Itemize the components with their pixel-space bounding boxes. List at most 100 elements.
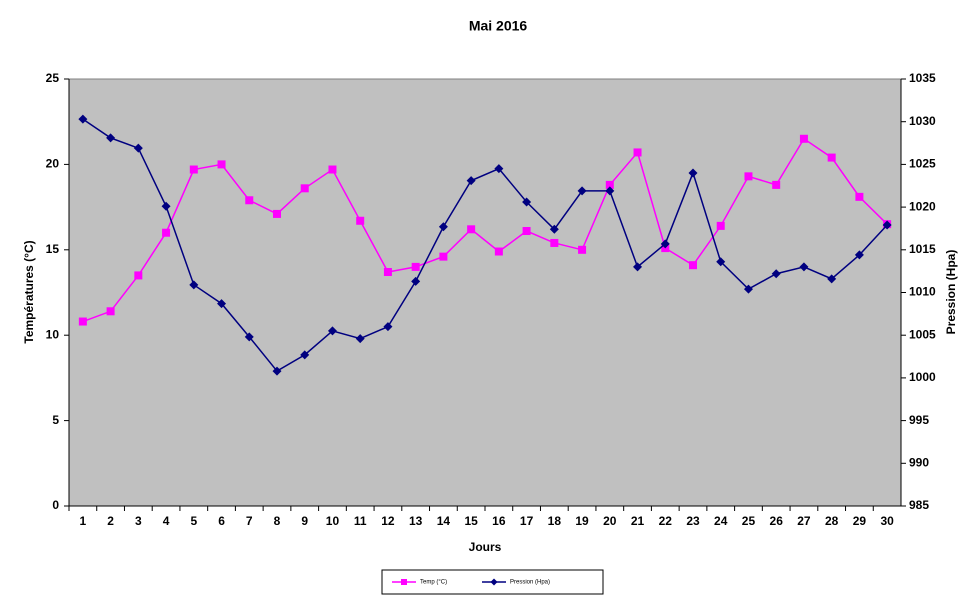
point	[272, 366, 282, 376]
y2-tick-label: 1030	[909, 114, 936, 128]
point	[300, 350, 310, 360]
point	[189, 280, 199, 290]
x-tick-label: 13	[409, 514, 423, 528]
y-tick-label: 25	[46, 71, 60, 85]
y-tick-label: 15	[46, 242, 60, 256]
y2-tick-label: 1035	[909, 71, 936, 85]
point	[134, 271, 143, 280]
point	[743, 284, 753, 294]
x-tick-label: 3	[135, 514, 142, 528]
point	[522, 227, 531, 236]
point	[716, 221, 725, 230]
point	[716, 257, 726, 267]
point	[327, 326, 337, 336]
point	[771, 269, 781, 279]
x-tick-label: 26	[770, 514, 784, 528]
point	[827, 153, 836, 162]
x-tick-label: 20	[603, 514, 617, 528]
x-tick-label: 11	[354, 514, 367, 528]
point	[633, 262, 643, 272]
point	[522, 197, 532, 207]
point	[78, 317, 87, 326]
point	[799, 134, 808, 143]
point	[328, 165, 337, 174]
legend-label: Temp (°C)	[420, 580, 447, 586]
y2-tick-label: 1000	[909, 370, 936, 384]
point	[383, 268, 392, 277]
x-tick-label: 12	[381, 514, 395, 528]
point	[189, 165, 198, 174]
point	[355, 334, 365, 344]
point	[162, 228, 171, 237]
point	[578, 245, 587, 254]
x-tick-label: 24	[714, 514, 728, 528]
x-tick-label: 30	[880, 514, 894, 528]
point	[799, 262, 809, 272]
x-tick-label: 7	[246, 514, 253, 528]
x-tick-label: 5	[190, 514, 197, 528]
point	[356, 216, 365, 225]
x-tick-label: 9	[301, 514, 308, 528]
point	[438, 222, 448, 232]
y2-tick-label: 1015	[909, 242, 936, 256]
x-tick-label: 4	[163, 514, 170, 528]
point	[827, 274, 837, 284]
x-tick-label: 21	[631, 514, 645, 528]
y2-tick-label: 1025	[909, 157, 936, 171]
x-tick-label: 25	[742, 514, 756, 528]
y-tick-label: 10	[46, 327, 60, 341]
y2-tick-label: 995	[909, 413, 929, 427]
point	[244, 332, 254, 342]
point	[245, 196, 254, 205]
x-tick-label: 23	[686, 514, 700, 528]
point	[550, 238, 559, 247]
point	[217, 299, 227, 309]
x-tick-label: 28	[825, 514, 839, 528]
x-tick-label: 22	[659, 514, 673, 528]
point	[772, 180, 781, 189]
legend-marker	[490, 578, 498, 586]
legend-label: Pression (Hpa)	[510, 580, 550, 586]
point	[855, 192, 864, 201]
point	[744, 172, 753, 181]
point	[494, 247, 503, 256]
point	[161, 201, 171, 211]
x-tick-label: 29	[853, 514, 867, 528]
point	[439, 252, 448, 261]
x-tick-label: 2	[107, 514, 114, 528]
series-line	[82, 137, 888, 323]
y-tick-label: 20	[46, 157, 60, 171]
x-axis-label: Jours	[469, 540, 502, 554]
x-tick-label: 27	[797, 514, 811, 528]
y-axis-label: Températures (°C)	[22, 240, 36, 343]
y-tick-label: 5	[52, 413, 59, 427]
y2-tick-label: 990	[909, 455, 929, 469]
point	[689, 261, 697, 270]
point	[688, 168, 698, 178]
point	[549, 224, 559, 234]
point	[133, 143, 143, 153]
y-tick-label: 0	[52, 498, 59, 512]
legend-marker	[401, 579, 407, 585]
point	[78, 114, 88, 124]
y2-tick-label: 1020	[909, 199, 936, 213]
x-tick-label: 18	[548, 514, 562, 528]
y2-axis-label: Pression (Hpa)	[944, 250, 958, 335]
point	[411, 262, 420, 271]
x-tick-label: 14	[437, 514, 451, 528]
x-tick-label: 15	[464, 514, 478, 528]
point	[660, 239, 670, 249]
chart-title: Mai 2016	[469, 18, 528, 34]
point	[383, 322, 393, 332]
point	[882, 220, 892, 230]
point	[605, 186, 615, 196]
point	[411, 276, 421, 286]
point	[577, 186, 587, 196]
point	[217, 160, 226, 169]
point	[467, 225, 476, 234]
point	[633, 148, 642, 157]
point	[466, 176, 476, 186]
x-tick-label: 19	[575, 514, 589, 528]
point	[605, 180, 614, 189]
